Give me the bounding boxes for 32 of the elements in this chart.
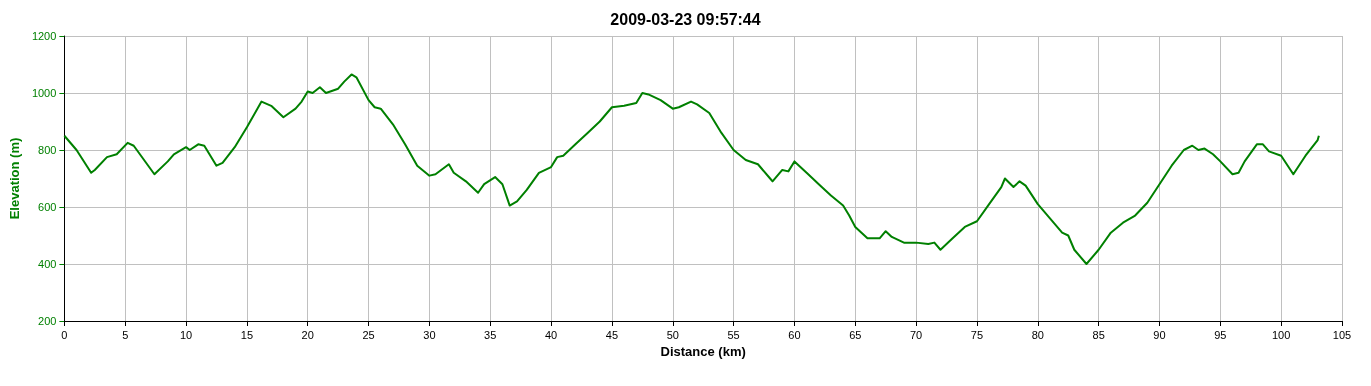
- x-tick-label: 50: [666, 328, 679, 341]
- x-tick-label: 105: [1332, 328, 1352, 341]
- line-series: [63, 73, 1320, 265]
- y-tick-label: 1200: [31, 30, 57, 42]
- y-tick-label: 600: [38, 201, 57, 213]
- x-tick-label: 40: [544, 328, 558, 341]
- x-tick-label: 10: [179, 328, 193, 341]
- x-tick-label: 60: [788, 328, 801, 341]
- x-tick-label: 55: [727, 328, 740, 341]
- x-tick-label: 85: [1092, 328, 1105, 341]
- chart-title: 2009-03-23 09:57:44: [610, 10, 761, 28]
- x-tick-label: 100: [1271, 328, 1291, 341]
- x-tick-label: 80: [1031, 328, 1044, 341]
- y-tick-label: 800: [38, 144, 57, 156]
- x-tick-label: 70: [910, 328, 923, 341]
- x-tick-label: 90: [1153, 328, 1166, 341]
- y-tick-label: 1000: [31, 87, 57, 99]
- x-tick-label: 75: [970, 328, 984, 341]
- x-tick-label: 45: [605, 328, 619, 341]
- x-tick-label: 5: [122, 328, 129, 341]
- y-tick-label: 400: [38, 258, 57, 270]
- x-tick-label: 0: [61, 328, 68, 341]
- x-tick-label: 35: [484, 328, 497, 341]
- x-tick-label: 20: [301, 328, 314, 341]
- x-tick-label: 65: [849, 328, 862, 341]
- y-tick-label: 200: [38, 315, 57, 327]
- x-axis-title: Distance (km): [660, 343, 746, 359]
- x-tick-label: 30: [423, 328, 436, 341]
- y-axis-title: Elevation (m): [7, 137, 22, 220]
- x-tick-label: 95: [1214, 328, 1227, 341]
- x-tick-label: 15: [240, 328, 254, 341]
- x-tick-label: 25: [362, 328, 375, 341]
